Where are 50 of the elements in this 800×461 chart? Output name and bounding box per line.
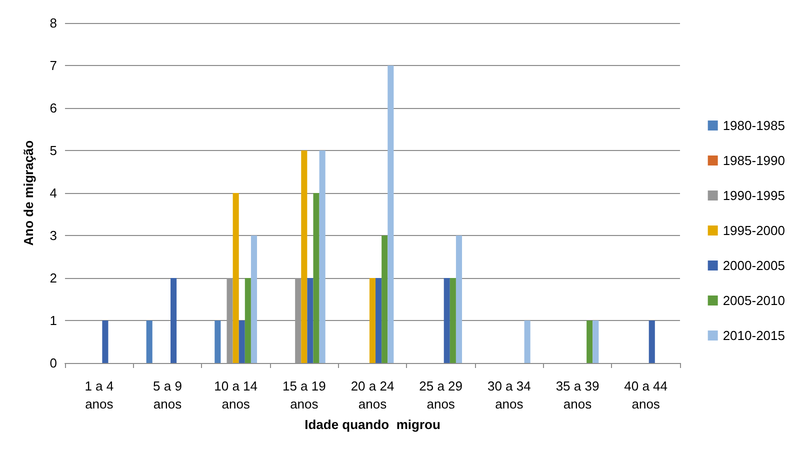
x-tick-label: 5 a 9 anos — [153, 378, 182, 412]
bar — [376, 278, 382, 363]
bar — [170, 278, 177, 363]
bar — [450, 278, 456, 363]
bar — [244, 278, 251, 363]
legend-label: 2005-2010 — [722, 293, 786, 308]
bar — [238, 320, 245, 363]
x-tick-label: 40 a 44 anos — [624, 378, 668, 412]
y-tick-label: 4 — [50, 186, 57, 200]
y-tick-label: 0 — [50, 356, 57, 370]
bar — [214, 320, 221, 363]
x-tick-label: 30 a 34 anos — [487, 378, 531, 412]
bar — [319, 150, 326, 363]
y-tick-label: 7 — [50, 58, 57, 73]
x-tick-label: 10 a 14 anos — [214, 378, 258, 412]
x-tick-label: 1 a 4 anos — [84, 378, 114, 412]
y-tick-label: 8 — [50, 16, 57, 30]
bar — [102, 320, 108, 363]
y-tick-label: 6 — [50, 100, 57, 116]
bar — [250, 236, 258, 363]
x-axis-title: Idade quando migrou — [304, 416, 440, 432]
x-tick-label: 20 a 24 anos — [350, 378, 394, 412]
legend-label: 2010-2015 — [722, 328, 786, 343]
bar — [301, 150, 308, 363]
bar — [456, 236, 462, 363]
y-tick-label: 5 — [50, 143, 57, 158]
y-tick-label: 2 — [50, 270, 57, 286]
x-tick-label: 15 a 19 anos — [282, 378, 326, 412]
y-axis-title: Ano de migração — [21, 140, 36, 246]
legend-label: 2000-2005 — [722, 258, 786, 273]
bar — [592, 320, 599, 363]
bar — [388, 66, 394, 363]
legend-label: 1995-2000 — [722, 223, 786, 238]
x-tick-label: 35 a 39 anos — [556, 378, 600, 412]
bar — [232, 193, 239, 363]
bar — [307, 278, 314, 363]
legend-label: 1985-1990 — [722, 153, 786, 168]
bar — [146, 320, 152, 363]
legend-label: 1990-1995 — [722, 188, 786, 203]
bar — [648, 320, 655, 363]
y-tick-label: 1 — [50, 313, 57, 328]
bar — [369, 278, 376, 363]
bar — [524, 320, 530, 363]
y-tick-label: 3 — [50, 228, 57, 243]
bar — [444, 278, 450, 363]
legend-label: 1980-1985 — [722, 118, 786, 133]
bar — [382, 236, 388, 363]
x-tick-label: 25 a 29 anos — [419, 378, 463, 412]
bar — [586, 320, 593, 363]
bar — [313, 193, 320, 363]
